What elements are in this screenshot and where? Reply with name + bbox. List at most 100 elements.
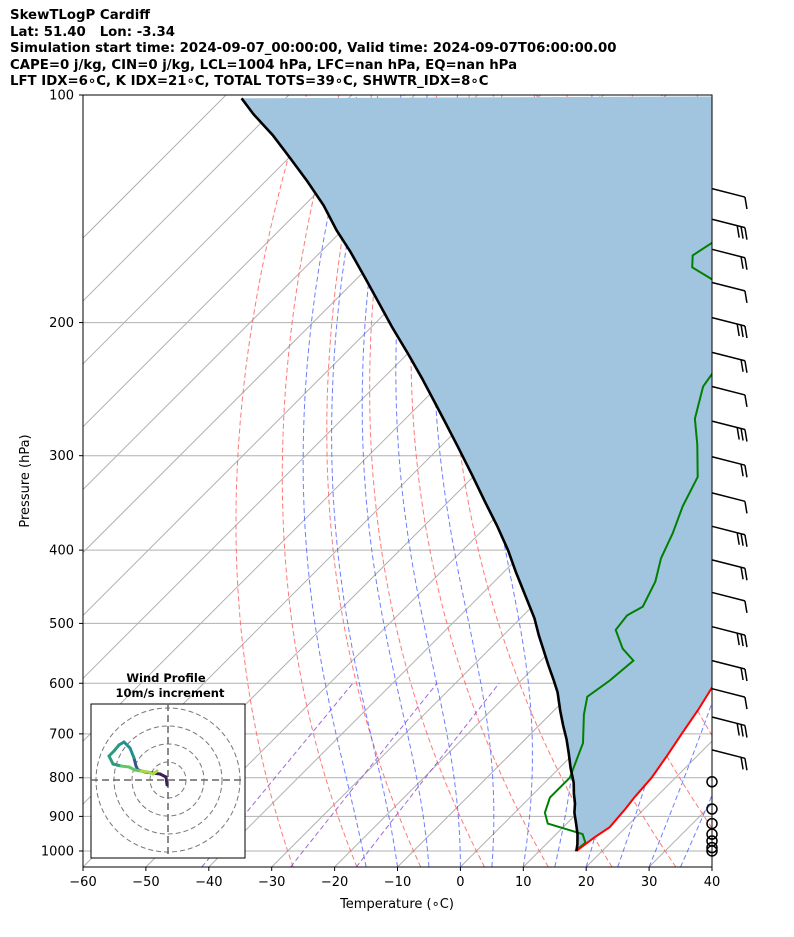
y-tick-label: 1000	[41, 844, 74, 859]
wind-barb-flag	[740, 324, 744, 338]
wind-barb-flag	[744, 568, 748, 581]
wind-barb-flag	[744, 360, 748, 373]
wind-barb	[711, 385, 748, 408]
wind-barb-flag	[736, 532, 740, 545]
x-tick-label: −10	[384, 875, 411, 890]
wind-barb-flag	[740, 428, 744, 441]
wind-barb	[711, 716, 748, 738]
wind-barb-flag	[740, 533, 744, 546]
wind-barb-flag	[740, 256, 744, 269]
wind-barb-flag	[744, 600, 748, 613]
x-tick-label: −20	[321, 875, 348, 890]
wind-barb-flag	[744, 257, 748, 270]
temperature-line	[575, 685, 712, 852]
dry-adiabat	[763, 95, 794, 867]
wind-barb-flag	[740, 724, 744, 737]
y-tick-label: 700	[49, 727, 74, 742]
dewpoint-line	[543, 241, 712, 852]
moist-adiabat	[617, 95, 700, 867]
wind-barb	[711, 316, 748, 339]
y-tick-label: 800	[49, 771, 74, 786]
wind-barb-shaft	[711, 351, 746, 362]
wind-barb-shaft	[711, 420, 746, 431]
x-tick-label: 40	[704, 875, 721, 890]
wind-barb-shaft	[711, 749, 746, 760]
moist-adiabat	[711, 865, 712, 867]
wind-barb-shaft	[711, 248, 746, 259]
wind-barb-flag	[744, 668, 748, 682]
wind-barb-flag	[744, 429, 748, 442]
x-tick-label: −40	[195, 875, 222, 890]
wind-barb-shaft	[711, 659, 746, 670]
isotherm-gridline	[83, 95, 353, 365]
wind-barb	[711, 525, 748, 547]
wind-barb-flag	[740, 464, 744, 477]
chart-title: SkewTLogP Cardiff	[10, 8, 151, 23]
wind-barb-shaft	[711, 716, 746, 727]
hodograph-segment	[151, 769, 159, 776]
wind-barb-shaft	[711, 218, 746, 229]
cape-line: CAPE=0 j/kg, CIN=0 j/kg, LCL=1004 hPa, L…	[10, 57, 518, 73]
wind-barb-flag	[736, 323, 740, 337]
mixing-ratio-line	[355, 682, 500, 867]
wind-barb-flag	[744, 325, 748, 339]
wind-barb	[711, 420, 748, 442]
isotherm-gridline	[83, 95, 227, 239]
isotherm-gridline	[83, 95, 416, 428]
wind-barb-shaft	[711, 456, 746, 466]
wind-barb-calm	[706, 841, 718, 854]
wind-profile-inset: Wind Profile 10m/s increment	[90, 671, 246, 859]
wind-barb-flag	[740, 226, 744, 239]
y-tick-label: 200	[49, 316, 74, 331]
wind-barb-shaft	[711, 525, 746, 536]
moist-adiabat	[680, 794, 712, 867]
y-tick-label: 400	[49, 544, 74, 559]
wind-barb-flag	[744, 534, 748, 547]
wind-barb-flag	[744, 196, 748, 210]
chart-header: SkewTLogP Cardiff Lat: 51.40 Lon: -3.34 …	[10, 8, 617, 91]
dry-adiabat	[730, 95, 794, 867]
wind-barb-flag	[740, 359, 744, 372]
x-tick-label: 10	[515, 875, 532, 890]
parcel-line	[240, 97, 579, 852]
wind-barb-flag	[736, 723, 740, 736]
wind-barb-flag	[744, 501, 748, 514]
y-tick-label: 600	[49, 677, 74, 692]
y-tick-label: 100	[49, 89, 74, 104]
wind-barb	[711, 351, 748, 373]
x-axis-label: Temperature (∘C)	[339, 897, 454, 912]
moist-adiabat	[648, 701, 712, 867]
wind-barb-shaft	[711, 281, 746, 292]
wind-barb	[711, 625, 748, 648]
wind-barb-flag	[736, 632, 740, 646]
wind-barb-flag	[744, 290, 748, 303]
x-tick-label: 30	[641, 875, 658, 890]
x-tick-label: 0	[456, 875, 464, 890]
wind-barb-flag	[740, 633, 744, 647]
wind-barb	[711, 218, 748, 240]
wind-barb-calm	[706, 835, 718, 847]
indices-line: LFT IDX=6∘C, K IDX=21∘C, TOTAL TOTS=39∘C…	[10, 74, 489, 89]
wind-barb-calm	[706, 817, 718, 830]
wind-barb	[711, 749, 748, 771]
wind-barb-shaft	[711, 625, 746, 636]
mixing-ratio-line	[201, 682, 354, 867]
y-axis-label: Pressure (hPa)	[18, 434, 33, 527]
wind-barb-shaft	[711, 591, 746, 602]
dry-adiabat	[410, 95, 549, 867]
wind-barb-flag	[744, 394, 748, 408]
wind-barb-flag	[744, 758, 748, 771]
wind-barb-flag	[744, 634, 748, 648]
wind-barb-flag	[736, 427, 740, 440]
wind-barb	[711, 456, 748, 478]
isotherm-gridline	[83, 95, 290, 302]
inset-subtitle: 10m/s increment	[116, 686, 225, 700]
wind-barb	[711, 281, 748, 303]
isotherm-gridline	[711, 866, 712, 867]
y-tick-label: 900	[49, 810, 74, 825]
isotherm-gridline	[334, 488, 712, 867]
wind-barb-flag	[744, 696, 748, 710]
wind-barb-flag	[744, 725, 748, 738]
wind-barb-shaft	[711, 385, 746, 396]
